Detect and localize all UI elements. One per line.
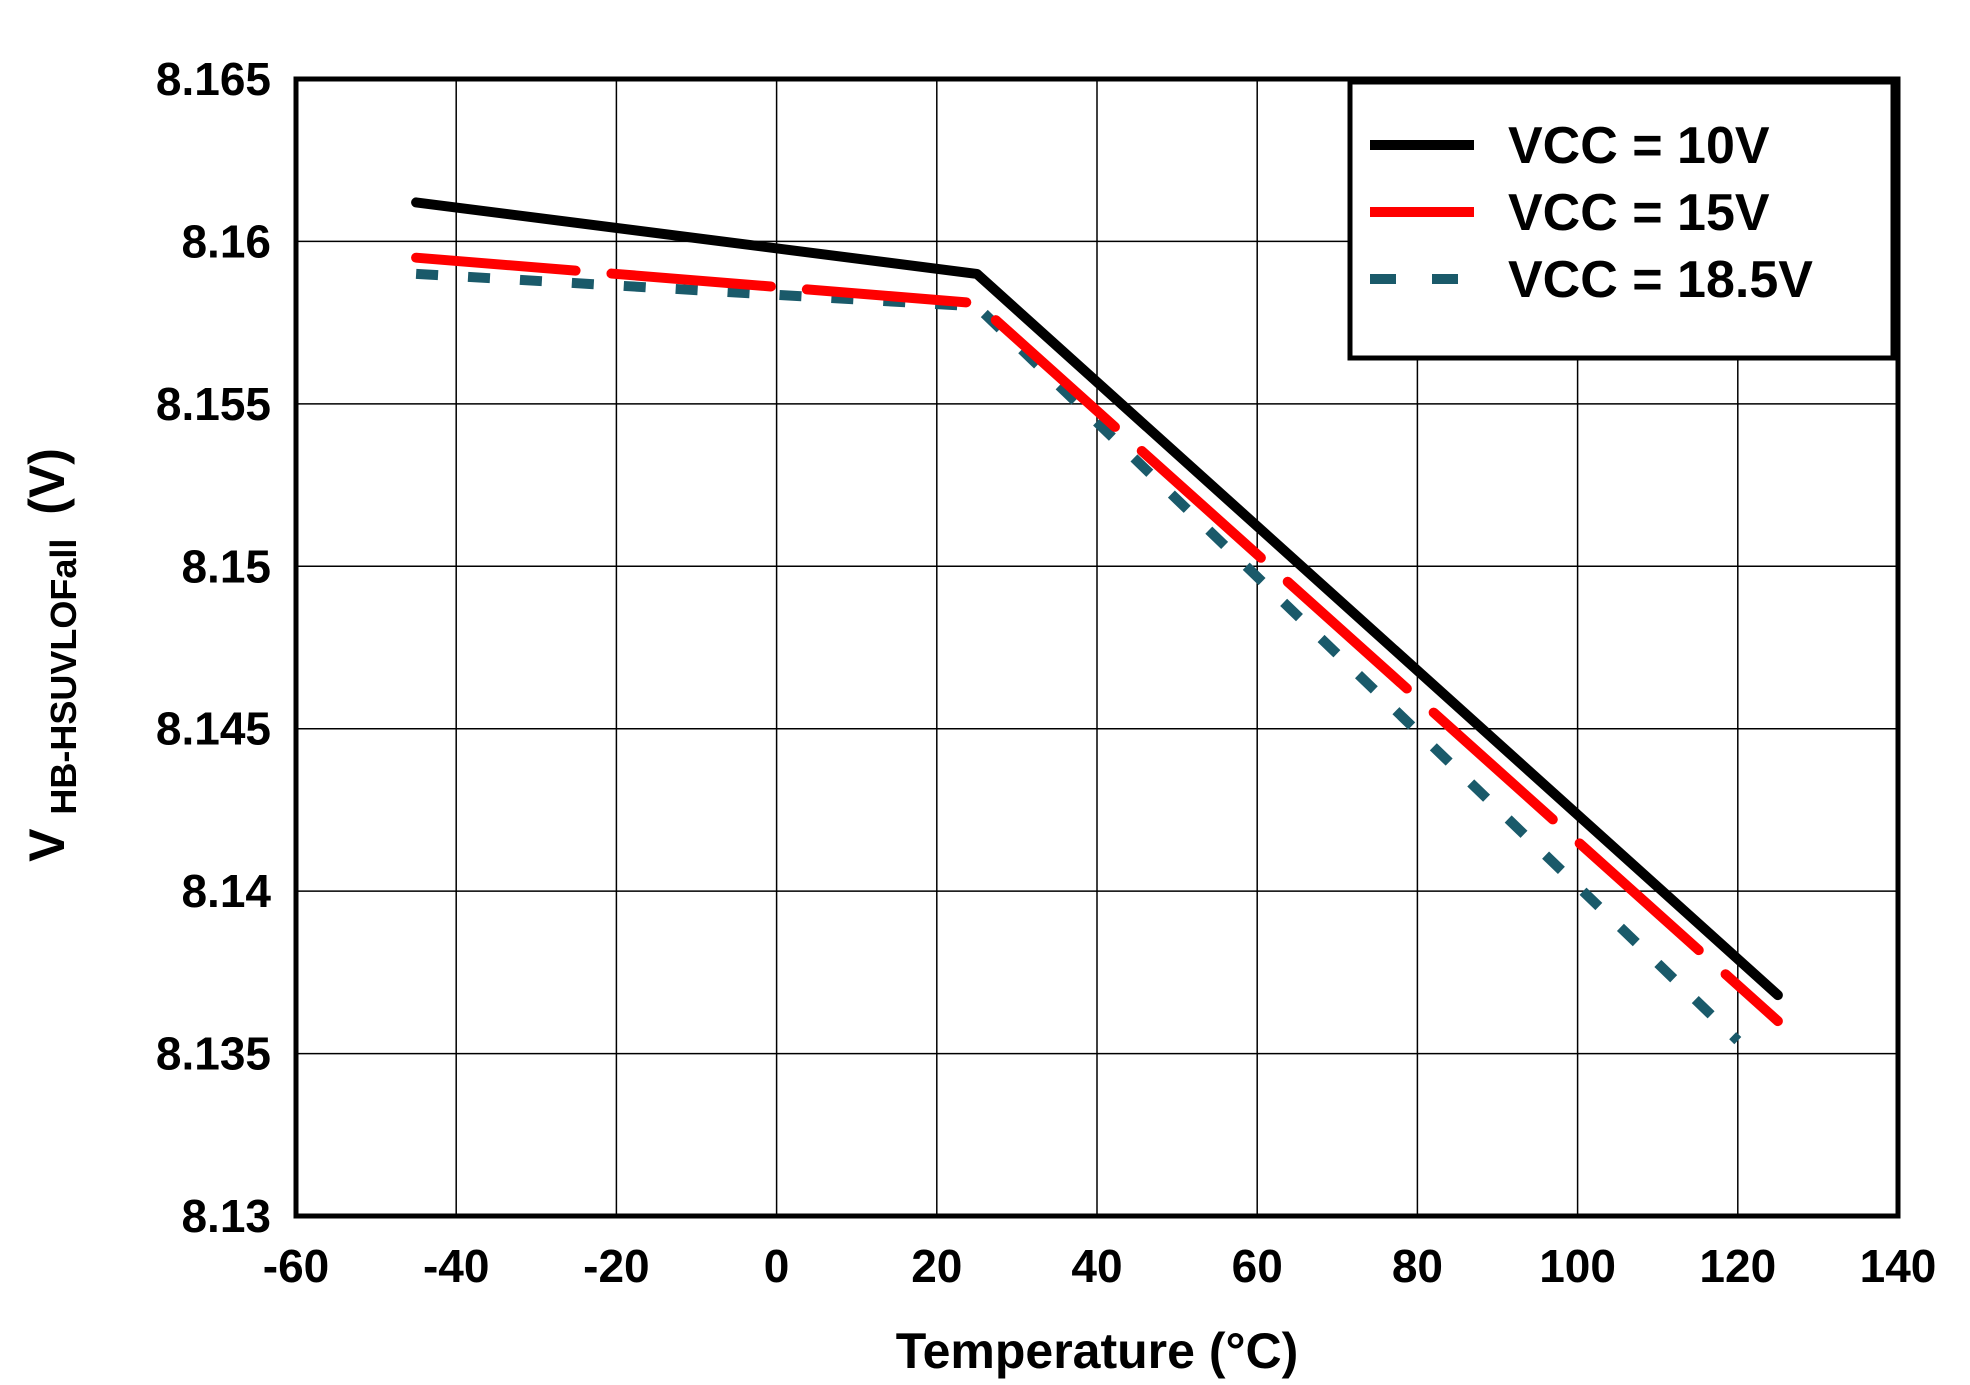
x-tick-label: 0 xyxy=(764,1240,790,1292)
y-axis-title-subscript: HB-HSUVLOFall xyxy=(43,539,84,815)
legend-label-1: VCC = 10V xyxy=(1508,117,1770,175)
y-tick-label: 8.14 xyxy=(181,865,271,917)
x-tick-label: -60 xyxy=(263,1240,329,1292)
legend: VCC = 10V VCC = 15V VCC = 18.5V xyxy=(1347,79,1896,361)
y-axis-title-main: V xyxy=(19,828,75,862)
x-tick-label: 40 xyxy=(1071,1240,1122,1292)
x-tick-label: 80 xyxy=(1392,1240,1443,1292)
x-tick-label: -40 xyxy=(423,1240,489,1292)
series-line-3 xyxy=(415,268,1742,1045)
y-tick-label: 8.16 xyxy=(181,215,271,267)
x-tick-label: 20 xyxy=(911,1240,962,1292)
y-tick-label: 8.13 xyxy=(181,1190,271,1242)
plot-frame xyxy=(293,76,1901,1219)
x-tick-label: 140 xyxy=(1860,1240,1937,1292)
series-line-2 xyxy=(411,252,1783,1027)
y-tick-label: 8.135 xyxy=(156,1028,271,1080)
y-tick-label: 8.165 xyxy=(156,53,271,105)
x-axis-title: Temperature (°C) xyxy=(896,1323,1298,1379)
legend-box xyxy=(1347,79,1896,361)
y-axis-title: V HB-HSUVLOFall (V) xyxy=(19,448,84,862)
x-tick-label: 100 xyxy=(1539,1240,1616,1292)
series-lines xyxy=(411,197,1783,1045)
legend-label-2: VCC = 15V xyxy=(1508,184,1770,242)
x-tick-labels: -60 -40 -20 0 20 40 60 80 100 120 140 xyxy=(263,1240,1937,1292)
y-tick-labels: 8.13 8.135 8.14 8.145 8.15 8.155 8.16 8.165 xyxy=(156,53,272,1242)
x-tick-label: 120 xyxy=(1699,1240,1776,1292)
y-tick-label: 8.145 xyxy=(156,703,271,755)
y-tick-label: 8.15 xyxy=(181,540,271,592)
y-tick-label: 8.155 xyxy=(156,378,271,430)
x-tick-label: 60 xyxy=(1232,1240,1283,1292)
x-tick-label: -20 xyxy=(583,1240,649,1292)
legend-label-3: VCC = 18.5V xyxy=(1508,251,1813,309)
series-line-1 xyxy=(411,197,1783,1001)
y-axis-title-unit: (V) xyxy=(19,448,75,515)
